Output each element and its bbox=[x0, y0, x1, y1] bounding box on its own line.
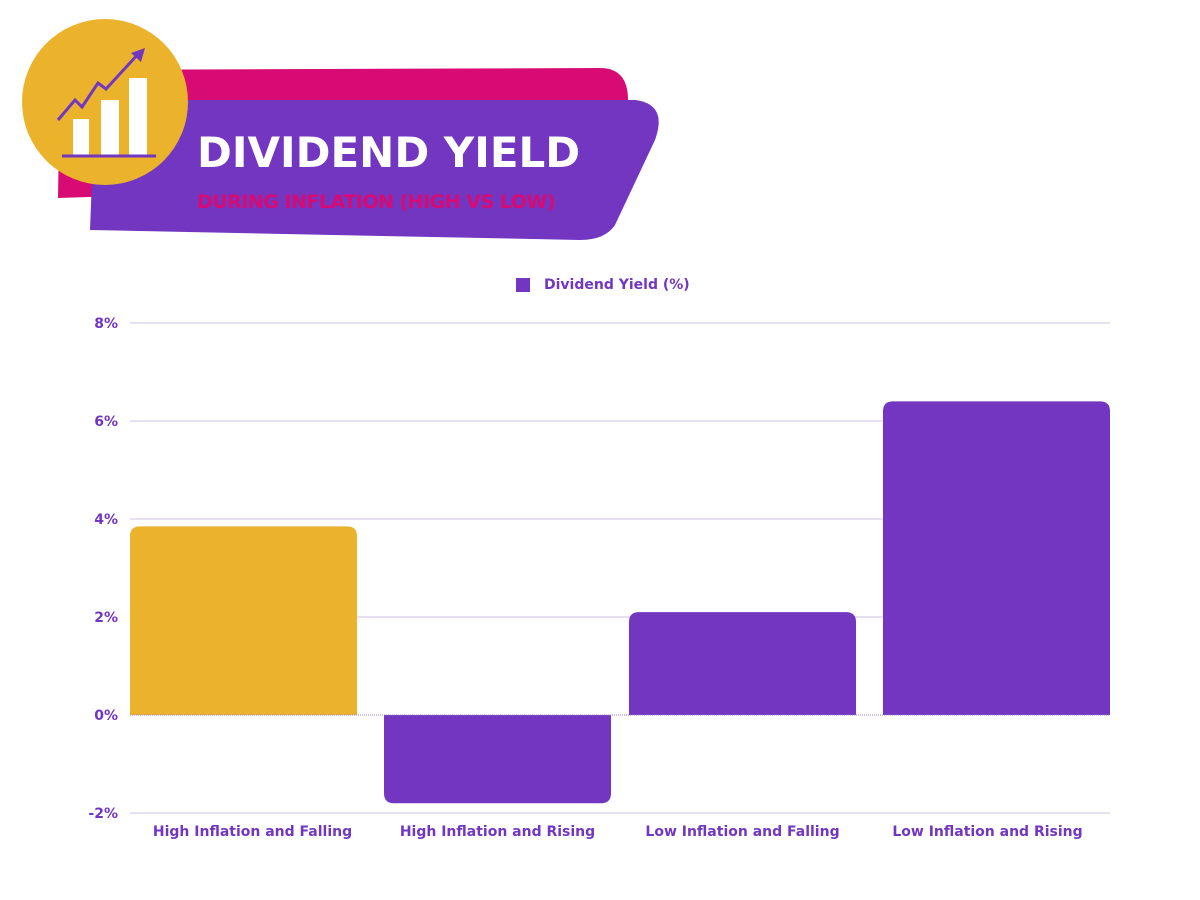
x-tick-label: Low Inflation and Falling bbox=[645, 824, 839, 840]
legend: Dividend Yield (%) bbox=[516, 277, 690, 293]
bar bbox=[384, 715, 611, 804]
banner-front-shape bbox=[90, 100, 659, 240]
y-tick-label: -2% bbox=[88, 806, 118, 822]
x-tick-label: High Inflation and Falling bbox=[153, 824, 352, 840]
legend-label: Dividend Yield (%) bbox=[544, 277, 690, 293]
y-tick-label: 4% bbox=[94, 512, 118, 528]
y-tick-label: 2% bbox=[94, 610, 118, 626]
x-tick-label: High Inflation and Rising bbox=[400, 824, 595, 840]
chart-subtitle: DURING INFLATION (HIGH VS LOW) bbox=[197, 191, 556, 213]
y-tick-label: 8% bbox=[94, 316, 118, 332]
growth-chart-icon bbox=[22, 19, 188, 185]
bar bbox=[883, 401, 1110, 715]
y-tick-label: 0% bbox=[94, 708, 118, 724]
legend-swatch bbox=[516, 278, 530, 292]
bar bbox=[130, 526, 357, 715]
chart-title: DIVIDEND YIELD bbox=[197, 128, 581, 177]
x-tick-label: Low Inflation and Rising bbox=[892, 824, 1082, 840]
title-banner bbox=[22, 19, 659, 240]
bar bbox=[629, 612, 856, 715]
y-tick-label: 6% bbox=[94, 414, 118, 430]
